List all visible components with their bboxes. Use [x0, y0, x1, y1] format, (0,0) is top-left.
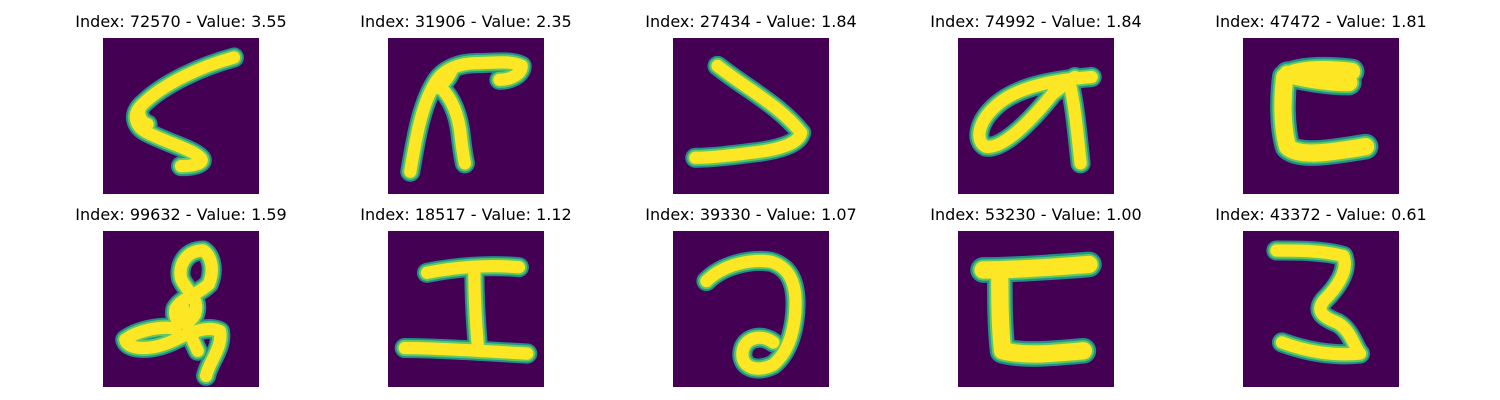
digit-panel-5: Index: 47472 - Value: 1.81: [1201, 12, 1441, 202]
digit-panel-10: Index: 43372 - Value: 0.61: [1201, 205, 1441, 395]
panel-title: Index: 39330 - Value: 1.07: [631, 205, 871, 225]
panel-title: Index: 27434 - Value: 1.84: [631, 12, 871, 32]
digit-image: [958, 38, 1114, 194]
digit-panel-3: Index: 27434 - Value: 1.84: [631, 12, 871, 202]
digit-image: [388, 231, 544, 387]
panel-title: Index: 47472 - Value: 1.81: [1201, 12, 1441, 32]
digit-image: [103, 231, 259, 387]
handwriting-stroke: [474, 270, 478, 351]
panel-title: Index: 74992 - Value: 1.84: [916, 12, 1156, 32]
digit-panel-1: Index: 72570 - Value: 3.55: [61, 12, 301, 202]
digit-image: [958, 231, 1114, 387]
digit-panel-9: Index: 53230 - Value: 1.00: [916, 205, 1156, 395]
digit-panel-8: Index: 39330 - Value: 1.07: [631, 205, 871, 395]
handwriting-stroke: [405, 348, 528, 354]
digit-image: [388, 38, 544, 194]
panel-title: Index: 99632 - Value: 1.59: [61, 205, 301, 225]
digit-image: [1243, 38, 1399, 194]
panel-title: Index: 31906 - Value: 2.35: [346, 12, 586, 32]
panel-title: Index: 72570 - Value: 3.55: [61, 12, 301, 32]
digit-panel-2: Index: 31906 - Value: 2.35: [346, 12, 586, 202]
digit-panel-7: Index: 18517 - Value: 1.12: [346, 205, 586, 395]
digit-image: [673, 231, 829, 387]
digit-panel-4: Index: 74992 - Value: 1.84: [916, 12, 1156, 202]
digit-image: [103, 38, 259, 194]
panel-title: Index: 18517 - Value: 1.12: [346, 205, 586, 225]
panel-title: Index: 53230 - Value: 1.00: [916, 205, 1156, 225]
digit-panel-6: Index: 99632 - Value: 1.59: [61, 205, 301, 395]
handwriting-stroke: [1288, 74, 1349, 82]
digit-image: [673, 38, 829, 194]
digit-image: [1243, 231, 1399, 387]
panel-title: Index: 43372 - Value: 0.61: [1201, 205, 1441, 225]
